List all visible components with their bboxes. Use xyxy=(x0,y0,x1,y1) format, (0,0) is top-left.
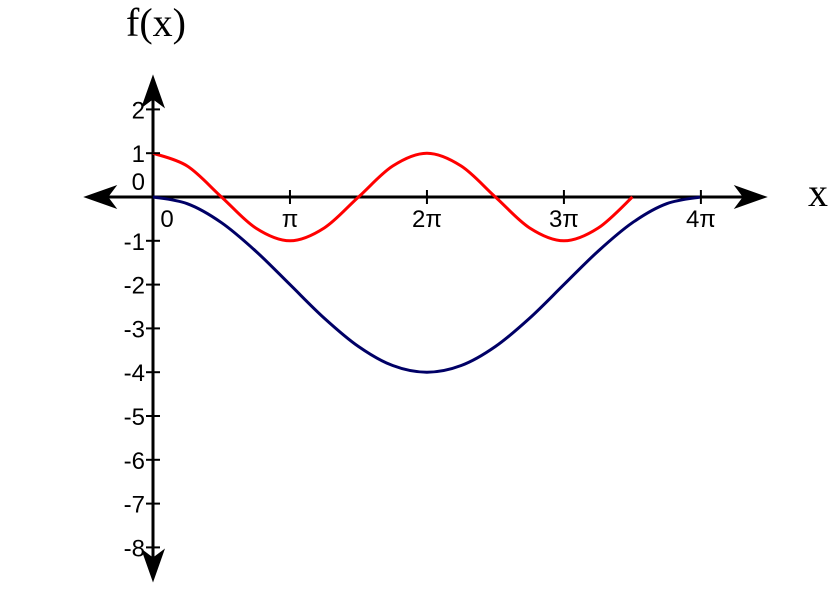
y-tick-label: -1 xyxy=(124,229,145,256)
y-tick-label: 0 xyxy=(132,169,145,196)
y-axis-title: f(x) xyxy=(126,0,186,45)
y-axis-bottom-arrow-icon xyxy=(141,548,165,583)
y-tick-label: -5 xyxy=(124,404,145,431)
y-tick-label: -7 xyxy=(124,492,145,519)
y-tick-label: -4 xyxy=(124,360,145,387)
x-axis-left-arrow-icon xyxy=(83,185,118,209)
y-tick-label: -2 xyxy=(124,273,145,300)
y-tick-label: -6 xyxy=(124,448,145,475)
x-axis-right-arrow-icon xyxy=(733,185,768,209)
y-tick-label: -8 xyxy=(124,535,145,562)
x-tick-label: π xyxy=(282,206,299,233)
x-tick-label: 0 xyxy=(160,206,173,233)
y-tick-label: 2 xyxy=(132,97,145,124)
series-line-2 xyxy=(152,195,702,374)
x-tick-label: 3π xyxy=(549,206,579,233)
y-tick-label: 1 xyxy=(132,141,145,168)
x-tick-label: 2π xyxy=(412,206,442,233)
y-axis-top-arrow-icon xyxy=(141,74,165,109)
x-tick-label: 4π xyxy=(686,206,716,233)
y-tick-label: -3 xyxy=(124,316,145,343)
x-axis-title: x xyxy=(808,170,828,215)
series-line-1 xyxy=(152,151,634,243)
